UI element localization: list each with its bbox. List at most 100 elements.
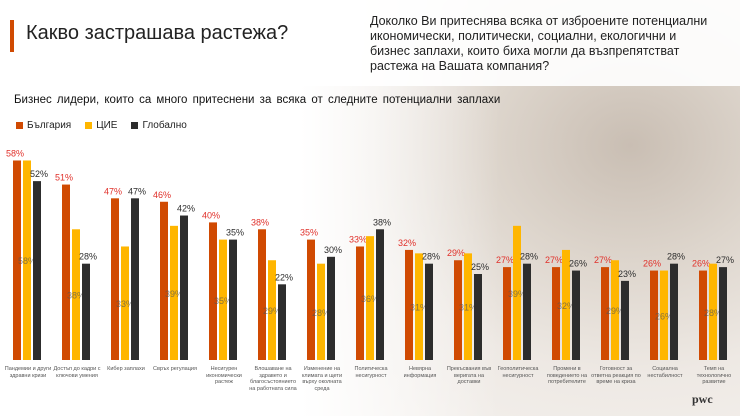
bar-bulgaria — [307, 239, 315, 360]
legend-item: България — [16, 120, 71, 131]
category-label: Политическа несигурност — [354, 366, 388, 379]
bar-cee — [513, 225, 521, 360]
category-label: Несигурен икономически растеж — [206, 366, 242, 385]
data-label: 51% — [55, 173, 73, 183]
legend: България ЦИЕ Глобално — [16, 120, 187, 131]
data-label: 26% — [692, 259, 710, 269]
bar-cee — [23, 160, 31, 360]
data-label: 26% — [643, 259, 661, 269]
bar-cee — [72, 229, 80, 360]
bar-global — [180, 215, 188, 360]
category-label: Готовност за ответна реакция по време на… — [591, 366, 641, 385]
bar-cee — [366, 236, 374, 360]
bar-bulgaria — [405, 249, 413, 360]
legend-label: Глобално — [142, 120, 187, 131]
bar-bulgaria — [111, 198, 119, 360]
data-label: 35% — [300, 228, 318, 238]
page-title: Какво застрашава растежа? — [26, 22, 289, 44]
bar-bulgaria — [13, 160, 21, 360]
data-label: 38% — [373, 217, 391, 227]
data-label: 39% — [508, 289, 526, 299]
bar-global — [33, 181, 41, 360]
data-label: 28% — [422, 252, 440, 262]
category-label: Пандемии и други здравни кризи — [4, 366, 52, 379]
data-label: 27% — [716, 255, 734, 265]
bar-global — [425, 263, 433, 360]
data-label: 29% — [447, 248, 465, 258]
category-label: Изменение на климата и щети върху околна… — [301, 366, 343, 392]
category-label: Влошаване на здравето и благосъстоянието… — [249, 366, 297, 392]
category-label: Кибер заплахи — [107, 366, 145, 372]
bar-bulgaria — [552, 267, 560, 360]
legend-label: ЦИЕ — [96, 120, 118, 131]
bar-global — [82, 263, 90, 360]
data-label: 29% — [263, 306, 281, 316]
chart-title: Бизнес лидери, които са много притеснени… — [14, 94, 501, 106]
bar-cee — [317, 263, 325, 360]
bar-cee — [611, 260, 619, 360]
bar-cee — [219, 239, 227, 360]
bar-cee — [268, 260, 276, 360]
bar-global — [621, 280, 629, 360]
data-label: 47% — [104, 186, 122, 196]
data-label: 58% — [6, 148, 24, 158]
data-label: 46% — [153, 190, 171, 200]
header-band — [0, 0, 740, 86]
category-label: Промени в поведението на потребителите — [546, 366, 588, 385]
data-label: 31% — [459, 303, 477, 313]
data-label: 52% — [30, 169, 48, 179]
bar-global — [474, 274, 482, 360]
category-label: Невярна информация — [403, 366, 437, 379]
data-label: 25% — [471, 262, 489, 272]
bar-bulgaria — [650, 270, 658, 360]
data-label: 23% — [618, 269, 636, 279]
bar-global — [278, 284, 286, 360]
category-label: Геополитическа несигурност — [497, 366, 539, 379]
bar-cee — [170, 225, 178, 360]
bar-bulgaria — [503, 267, 511, 360]
data-label: 26% — [655, 311, 673, 321]
bar-cee — [464, 253, 472, 360]
bar-global — [670, 263, 678, 360]
data-label: 32% — [398, 238, 416, 248]
data-label: 33% — [349, 234, 367, 244]
category-label: Прекъсвания във веригата на доставки — [446, 366, 492, 385]
data-label: 40% — [202, 210, 220, 220]
data-label: 36% — [361, 294, 379, 304]
data-label: 28% — [79, 252, 97, 262]
data-label: 22% — [275, 272, 293, 282]
bar-bulgaria — [454, 260, 462, 360]
legend-swatch — [131, 122, 139, 129]
data-label: 26% — [569, 259, 587, 269]
data-label: 33% — [116, 299, 134, 309]
bar-bulgaria — [699, 270, 707, 360]
pwc-logo: pwc — [692, 392, 713, 406]
bar-cee — [415, 253, 423, 360]
category-label: Социална нестабилност — [647, 366, 683, 379]
bar-cee — [562, 249, 570, 360]
data-label: 30% — [324, 245, 342, 255]
bar-global — [376, 229, 384, 360]
bar-global — [523, 263, 531, 360]
bar-cee — [121, 246, 129, 360]
data-label: 27% — [594, 255, 612, 265]
data-label: 47% — [128, 186, 146, 196]
data-label: 31% — [410, 303, 428, 313]
legend-swatch — [16, 122, 23, 129]
legend-item: ЦИЕ — [85, 120, 117, 131]
bar-global — [229, 239, 237, 360]
bar-cee — [660, 270, 668, 360]
bar-bulgaria — [209, 222, 217, 360]
data-label: 38% — [67, 291, 85, 301]
category-label: Темп на технологично развитие — [696, 366, 732, 385]
bar-global — [131, 198, 139, 360]
data-label: 29% — [606, 306, 624, 316]
bar-global — [572, 270, 580, 360]
data-label: 27% — [545, 255, 563, 265]
data-label: 32% — [557, 301, 575, 311]
data-label: 28% — [667, 252, 685, 262]
category-label: Свръх регулация — [153, 366, 197, 372]
data-label: 42% — [177, 204, 195, 214]
bar-bulgaria — [258, 229, 266, 360]
